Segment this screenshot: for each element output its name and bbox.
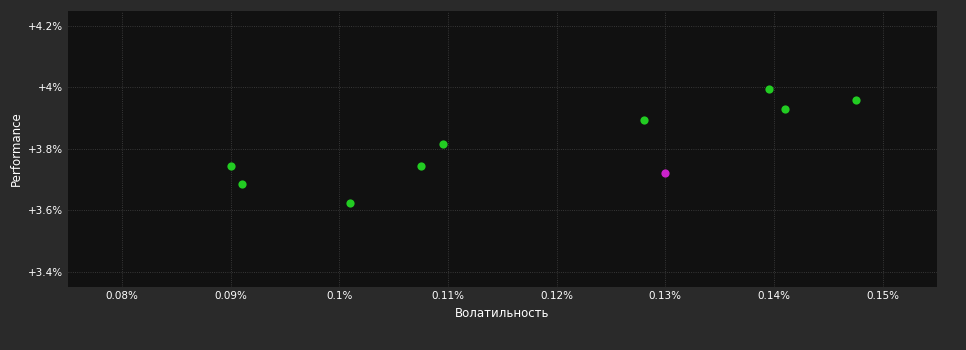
Y-axis label: Performance: Performance [10,111,23,186]
Point [413,163,429,168]
Point [343,200,358,205]
Point [761,86,777,92]
Point [777,106,792,112]
X-axis label: Волатильность: Волатильность [455,307,550,320]
Point [848,97,864,103]
Point [636,117,651,122]
Point [223,163,239,168]
Point [234,181,249,187]
Point [658,170,673,176]
Point [435,141,450,147]
